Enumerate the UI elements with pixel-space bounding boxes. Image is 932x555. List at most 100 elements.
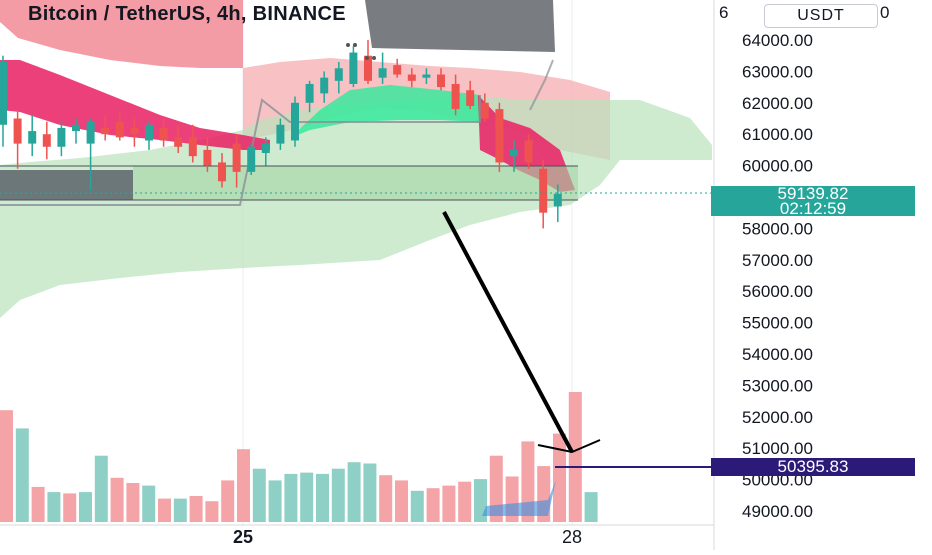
y-tick-label: 60000.00 <box>742 157 813 176</box>
candle-body <box>407 74 416 81</box>
candle-body <box>539 168 548 213</box>
volume-bar <box>189 496 203 522</box>
y-tick-label: 49000.00 <box>742 502 813 521</box>
kijun-band-green <box>290 85 480 138</box>
candle-body <box>115 121 124 138</box>
signal-dot <box>372 56 376 60</box>
volume-bar <box>474 479 487 522</box>
y-tick-label: 52000.00 <box>742 408 813 427</box>
candle-body <box>422 74 431 78</box>
volume-bar <box>268 480 282 522</box>
volume-bar <box>553 433 566 522</box>
volume-bar <box>426 488 440 522</box>
candle-body <box>188 137 197 157</box>
candle-body <box>305 83 314 103</box>
x-tick-label: 28 <box>562 527 582 547</box>
candle-body <box>437 74 445 88</box>
volume-bar <box>331 468 345 522</box>
y-axis-labels: 49000.0050000.0051000.0052000.0053000.00… <box>742 31 813 521</box>
chikou-line-right <box>529 59 554 111</box>
y-tick-label: 64000.00 <box>742 31 813 50</box>
candle-body <box>276 124 285 144</box>
chikou-line <box>0 95 481 206</box>
candle-body <box>145 124 153 141</box>
candle-body <box>495 109 504 163</box>
candle-layer <box>0 40 562 229</box>
volume-bar <box>158 498 171 522</box>
volume-bar <box>47 492 61 522</box>
y-tick-label-clipped: 0 <box>880 3 889 22</box>
volume-bar <box>205 501 219 522</box>
candle-body <box>174 137 183 147</box>
x-tick-label: 25 <box>233 527 253 547</box>
candle-body <box>232 143 241 172</box>
y-tick-label: 54000.00 <box>742 345 813 364</box>
candle-body <box>291 102 299 141</box>
candle-body <box>320 77 329 94</box>
bar-countdown: 02:12:59 <box>779 199 847 218</box>
y-tick-label: 51000.00 <box>742 439 813 458</box>
candle-body <box>261 143 270 154</box>
volume-bar <box>63 493 77 522</box>
y-tick-label: 63000.00 <box>742 62 813 81</box>
volume-bar <box>0 410 13 522</box>
volume-bar <box>142 485 156 522</box>
candle-body <box>480 102 489 119</box>
current-price-value: 59139.82 <box>777 184 849 203</box>
candle-body <box>364 55 372 81</box>
volume-bar <box>458 481 472 522</box>
candle-body <box>130 127 139 135</box>
y-tick-label: 58000.00 <box>742 219 813 238</box>
cloud-red-top <box>0 0 243 68</box>
candle-body <box>72 124 80 132</box>
volume-bar <box>568 392 582 522</box>
signal-dot <box>365 56 369 60</box>
candle-body <box>159 127 168 141</box>
volume-bar <box>347 462 361 522</box>
volume-bar <box>237 449 250 522</box>
volume-bar <box>79 492 92 522</box>
candle-body <box>393 65 402 75</box>
volume-bar <box>31 486 45 522</box>
y-tick-label: 56000.00 <box>742 282 813 301</box>
candle-body <box>466 90 475 106</box>
candle-body <box>451 83 460 110</box>
volume-bar <box>221 480 235 522</box>
markers <box>346 43 556 516</box>
candle-body <box>247 146 256 172</box>
volume-bar <box>584 492 598 522</box>
volume-bar <box>379 475 393 522</box>
tenkan-band-red <box>0 60 270 150</box>
range-box-dark <box>0 170 133 200</box>
y-tick-label-clipped: 6 <box>719 3 728 22</box>
currency-button[interactable]: USDT <box>764 4 878 28</box>
candle-body <box>42 134 51 147</box>
volume-bar <box>316 473 329 522</box>
candle-body <box>203 149 212 166</box>
volume-bar <box>126 483 140 522</box>
volume-bar <box>284 473 298 522</box>
x-axis-labels: 25 28 <box>233 527 582 547</box>
candle-body <box>510 149 518 157</box>
volume-layer <box>0 392 598 522</box>
candle-body <box>349 52 358 84</box>
overlay-dark-box <box>365 0 555 52</box>
candle-body <box>86 121 95 144</box>
target-price-tag: 50395.83 <box>711 458 915 476</box>
volume-bar <box>395 480 408 522</box>
volume-bar <box>363 463 377 522</box>
volume-bar <box>173 498 187 522</box>
volume-bar <box>300 472 314 522</box>
arrow-head <box>537 439 601 454</box>
range-box-green <box>133 166 578 200</box>
candle-body <box>57 127 66 147</box>
candle-body <box>0 61 7 125</box>
volume-highlight <box>482 480 556 516</box>
signal-dot <box>353 43 357 47</box>
candle-body <box>218 162 226 182</box>
projection-arrow <box>442 211 601 454</box>
y-tick-label: 55000.00 <box>742 314 813 333</box>
candle-body <box>13 118 22 144</box>
